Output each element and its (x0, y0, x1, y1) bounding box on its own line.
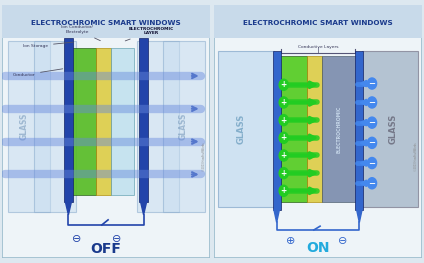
Text: OFF: OFF (91, 242, 121, 256)
Circle shape (368, 158, 377, 169)
Text: ON: ON (306, 241, 330, 255)
Text: −: − (368, 79, 376, 88)
Bar (111, 48, 134, 195)
Text: ⊕: ⊕ (286, 236, 296, 246)
Bar (218, 51, 274, 207)
Bar (163, 41, 205, 212)
Text: −: − (368, 179, 376, 188)
Text: +: + (281, 186, 287, 195)
Text: GLASS: GLASS (20, 113, 28, 140)
Text: +: + (281, 151, 287, 160)
Text: −: − (368, 98, 376, 107)
Circle shape (279, 168, 288, 179)
Circle shape (368, 178, 377, 189)
Text: +: + (281, 169, 287, 178)
Circle shape (368, 137, 377, 148)
Text: GLASS: GLASS (179, 113, 187, 140)
Text: ©2003 HowStuffWorks: ©2003 HowStuffWorks (414, 143, 418, 171)
Text: +: + (281, 133, 287, 142)
Polygon shape (357, 210, 362, 222)
Circle shape (368, 78, 377, 89)
Text: ⊖: ⊖ (112, 234, 121, 244)
Bar (64, 38, 73, 202)
Text: Conductive Layers: Conductive Layers (298, 45, 338, 49)
Bar (34, 41, 76, 212)
Bar (322, 56, 357, 202)
Text: −: − (368, 159, 376, 168)
Bar (355, 51, 363, 210)
Bar (273, 51, 281, 210)
Polygon shape (274, 210, 279, 222)
Text: Conductor: Conductor (13, 69, 63, 77)
Bar (8, 41, 50, 212)
Text: Ion Conductor/
Electrolyte: Ion Conductor/ Electrolyte (61, 26, 100, 41)
Circle shape (279, 132, 288, 143)
Text: ⊖: ⊖ (338, 236, 348, 246)
Bar (139, 38, 148, 202)
Polygon shape (141, 202, 147, 215)
Polygon shape (65, 202, 71, 215)
Text: Ion Storage: Ion Storage (23, 42, 73, 48)
Circle shape (368, 117, 377, 128)
Text: ©2003 HowStuffWorks: ©2003 HowStuffWorks (202, 143, 206, 171)
Text: +: + (281, 80, 287, 89)
Text: ELECTROCHROMIC SMART WINDOWS: ELECTROCHROMIC SMART WINDOWS (31, 20, 181, 26)
Text: −: − (368, 138, 376, 147)
Bar (72, 48, 95, 195)
Circle shape (279, 150, 288, 161)
Text: ELECTROCHROMIC SMART WINDOWS: ELECTROCHROMIC SMART WINDOWS (243, 20, 393, 26)
Bar (214, 5, 422, 38)
Text: +: + (281, 116, 287, 125)
Text: ELECTROCHROMIC: ELECTROCHROMIC (337, 105, 342, 153)
Bar (362, 51, 418, 207)
Bar (2, 5, 210, 38)
Circle shape (279, 97, 288, 108)
Bar (307, 56, 322, 202)
Circle shape (368, 97, 377, 108)
Text: GLASS: GLASS (237, 114, 245, 144)
Circle shape (279, 79, 288, 90)
Circle shape (279, 185, 288, 196)
Bar (279, 56, 307, 202)
Text: +: + (281, 98, 287, 107)
Circle shape (279, 115, 288, 126)
Bar (137, 41, 179, 212)
Bar (96, 48, 111, 195)
Text: GLASS: GLASS (388, 114, 397, 144)
Text: ⊖: ⊖ (72, 234, 81, 244)
Text: −: − (368, 118, 376, 127)
Text: ELECTROCHROMIC
LAYER: ELECTROCHROMIC LAYER (125, 27, 174, 41)
